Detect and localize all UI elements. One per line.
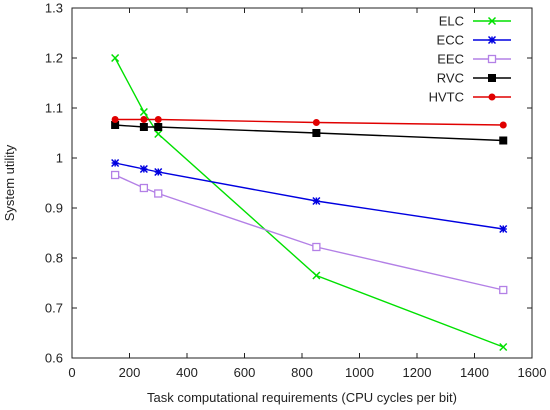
series-line-rvc (115, 124, 504, 142)
legend-marker-ecc (487, 35, 497, 45)
x-tick-label: 1200 (403, 365, 432, 380)
legend: ELC ECC EEC RVC HVTC (429, 14, 511, 105)
data-point-elc (154, 129, 163, 139)
data-point-rvc (154, 123, 163, 131)
series-eec (110, 170, 508, 295)
series-hvtc (111, 116, 507, 129)
legend-marker-elc-stroke-b (487, 16, 497, 26)
data-point-rvc (139, 123, 148, 131)
x-tick-label: 800 (291, 365, 313, 380)
data-point-elc-stroke-b (312, 271, 321, 280)
data-point-hvtc (111, 116, 119, 123)
data-point-eec (154, 189, 163, 198)
x-axis-label: Task computational requirements (CPU cyc… (147, 390, 457, 405)
legend-label-rvc: RVC (437, 71, 464, 86)
data-point-ecc (111, 158, 120, 168)
series-line-eec (114, 174, 504, 291)
data-point-eec (312, 242, 321, 252)
data-point-eec (110, 170, 120, 180)
x-tick-label: 0 (68, 365, 75, 380)
legend-marker-elc (487, 16, 497, 26)
axis-ticks: 0 200 400 600 800 1000 1200 1400 1600 0.6 0.7 0.8 0.… (45, 1, 547, 381)
y-tick-label: 0.9 (45, 201, 63, 216)
legend-item-eec: EEC (437, 52, 511, 67)
legend-label-ecc: ECC (437, 33, 464, 48)
data-point-hvtc (312, 119, 320, 126)
y-tick-label: 0.8 (45, 251, 63, 266)
data-point-eec (499, 285, 508, 295)
data-point-elc-stroke-b (111, 53, 120, 63)
legend-label-hvtc: HVTC (429, 90, 464, 105)
data-point-rvc (499, 136, 508, 145)
series-line-hvtc (115, 118, 504, 126)
series-line-ecc (114, 162, 504, 230)
data-point-eec (139, 183, 149, 193)
legend-marker-eec (487, 54, 497, 64)
series-group (110, 53, 508, 352)
data-point-ecc (499, 224, 508, 234)
data-point-hvtc (499, 121, 507, 129)
series-ecc (111, 158, 508, 234)
series-rvc (111, 121, 508, 145)
y-tick-label: 1 (56, 151, 63, 166)
legend-label-eec: EEC (437, 52, 464, 67)
legend-item-rvc: RVC (437, 71, 511, 86)
legend-label-elc: ELC (439, 14, 464, 29)
series-elc (111, 53, 508, 352)
y-tick-label: 1.3 (45, 1, 63, 16)
legend-item-elc: ELC (439, 14, 511, 29)
y-tick-label: 1.1 (45, 101, 63, 116)
x-tick-label: 1400 (460, 365, 489, 380)
data-point-elc-stroke-b (139, 107, 148, 117)
y-tick-label: 0.7 (45, 301, 63, 316)
x-tick-label: 400 (176, 365, 198, 380)
data-point-ecc (154, 167, 163, 177)
y-tick-label: 0.6 (45, 351, 63, 366)
x-tick-label: 1000 (345, 365, 374, 380)
data-point-elc (499, 342, 508, 352)
legend-item-hvtc: HVTC (429, 90, 511, 105)
data-point-ecc (312, 196, 321, 206)
data-point-elc (111, 53, 120, 63)
data-point-elc (139, 107, 148, 117)
x-tick-label: 600 (234, 365, 256, 380)
data-point-elc-stroke-b (499, 342, 508, 352)
legend-marker-hvtc (488, 93, 496, 101)
legend-marker-rvc (488, 74, 496, 82)
data-point-elc (312, 271, 321, 280)
data-point-hvtc (140, 116, 148, 123)
legend-item-ecc: ECC (437, 33, 511, 48)
y-tick-label: 1.2 (45, 51, 63, 66)
data-point-ecc (139, 164, 148, 174)
data-point-hvtc (154, 116, 162, 123)
data-point-rvc (312, 129, 321, 137)
y-axis-label: System utility (2, 144, 17, 221)
x-tick-label: 200 (119, 365, 141, 380)
x-tick-label: 1600 (518, 365, 547, 380)
data-point-elc-stroke-b (154, 129, 163, 139)
